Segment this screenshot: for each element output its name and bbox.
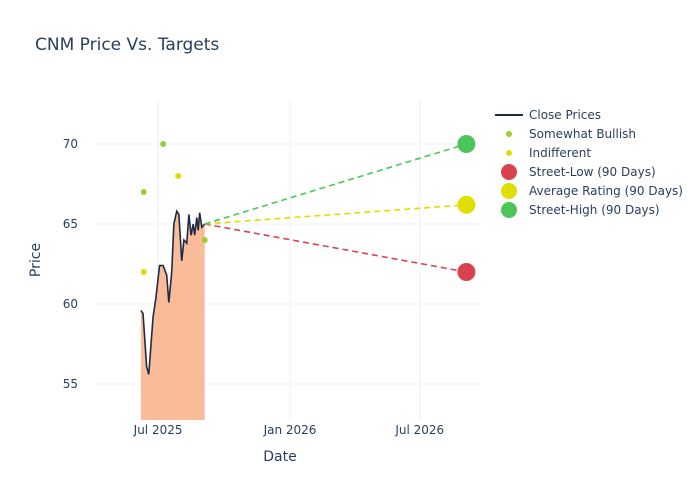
y-tick-label: 70	[63, 137, 78, 151]
legend-circle-icon	[501, 183, 517, 199]
x-tick-label: Jul 2026	[394, 423, 444, 437]
x-tick-label: Jan 2026	[263, 423, 317, 437]
rating-point	[175, 173, 182, 179]
legend-label: Average Rating (90 Days)	[529, 184, 683, 198]
legend-label: Indifferent	[529, 146, 591, 160]
rating-point	[140, 269, 147, 275]
rating-point	[140, 189, 147, 195]
chart-title: CNM Price Vs. Targets	[35, 35, 219, 55]
rating-point	[201, 237, 208, 243]
target-trend-line	[204, 223, 467, 273]
close-price-line	[140, 209, 206, 375]
rating-point	[160, 141, 167, 147]
y-tick-label: 60	[63, 297, 78, 311]
y-tick-label: 65	[63, 217, 78, 231]
target-marker	[457, 195, 476, 214]
x-tick-label: Jul 2025	[133, 423, 183, 437]
legend-dot-icon	[506, 150, 512, 156]
y-axis-title: Price	[28, 243, 44, 277]
y-tick-label: 55	[63, 377, 78, 391]
target-trend-line	[204, 204, 467, 225]
legend-label: Close Prices	[529, 108, 601, 122]
target-marker	[457, 263, 476, 281]
legend: Close Prices Somewhat Bullish Indifferent S…	[495, 108, 683, 218]
legend-label: Street-Low (90 Days)	[529, 165, 656, 179]
x-axis-title: Date	[263, 449, 296, 465]
target-trend-line	[204, 143, 467, 225]
close-price-area	[140, 211, 205, 420]
legend-label: Street-High (90 Days)	[529, 203, 660, 217]
legend-circle-icon	[501, 202, 517, 218]
legend-dot-icon	[506, 131, 512, 137]
legend-circle-icon	[501, 164, 517, 180]
target-marker	[457, 135, 476, 153]
legend-label: Somewhat Bullish	[529, 127, 636, 141]
